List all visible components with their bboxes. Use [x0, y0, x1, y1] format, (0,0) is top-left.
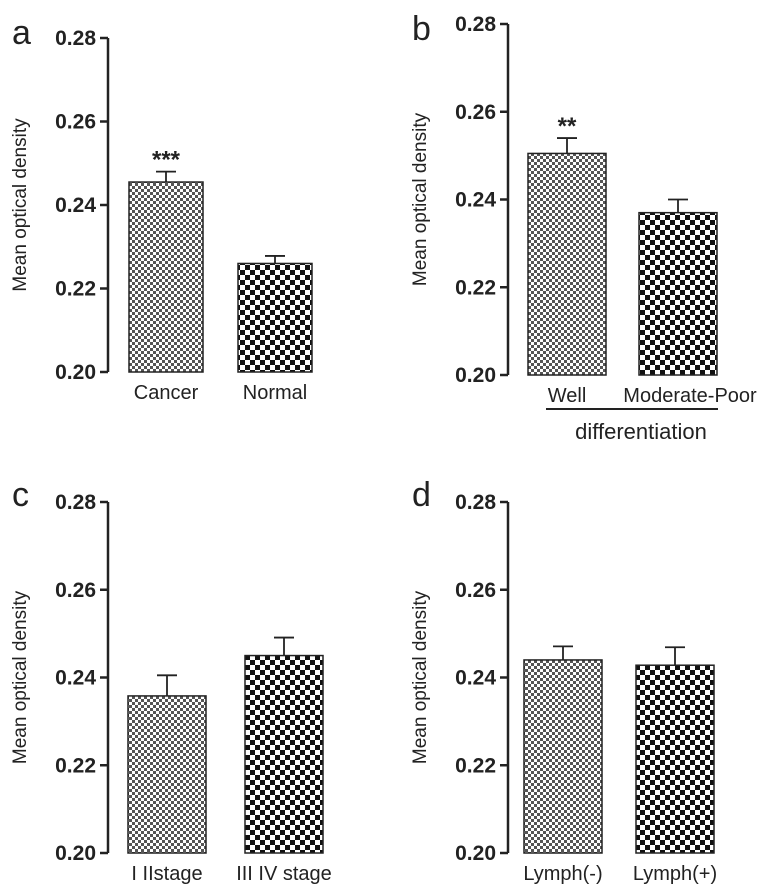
y-tick-label: 0.24: [55, 194, 96, 217]
significance-marker: **: [558, 113, 577, 140]
y-tick-label: 0.28: [455, 13, 496, 36]
bar-normal: [237, 262, 313, 373]
panel-a: a 0.20 0.22 0.24 0.26 0.28 Mean optical densit…: [10, 14, 313, 404]
y-axis-label: Mean optical density: [10, 590, 31, 764]
y-tick-label: 0.20: [55, 361, 96, 384]
x-category-label: I IIstage: [131, 863, 202, 885]
y-tick-label: 0.22: [55, 754, 96, 777]
x-category-label: Well: [548, 385, 587, 407]
y-tick-label: 0.20: [455, 364, 496, 387]
x-category-label: Normal: [243, 382, 307, 404]
bar-iii-iv-stage: [244, 654, 324, 854]
y-tick-label: 0.28: [55, 491, 96, 514]
y-tick-label: 0.22: [55, 278, 96, 301]
bar-i-iistage: [127, 695, 207, 854]
bar-cancer: [128, 181, 204, 373]
x-category-label: Lymph(-): [523, 863, 602, 885]
y-tick-label: 0.26: [455, 101, 496, 124]
y-tick-label: 0.26: [55, 579, 96, 602]
group-label: differentiation: [575, 419, 707, 444]
y-tick-label: 0.26: [55, 111, 96, 134]
y-tick-label: 0.24: [455, 189, 496, 212]
y-tick-label: 0.20: [455, 842, 496, 865]
y-tick-label: 0.24: [455, 667, 496, 690]
x-category-label: Moderate-Poor: [623, 385, 757, 407]
panel-c: c 0.20 0.22 0.24 0.26 0.28 Mean optical densit…: [10, 476, 332, 885]
panel-d: d 0.20 0.22 0.24 0.26 0.28 Mean optical densit…: [410, 476, 717, 885]
panel-b: b 0.20 0.22 0.24 0.26 0.28 Mean optical densit…: [410, 10, 757, 444]
y-tick-label: 0.24: [55, 667, 96, 690]
x-category-label: Cancer: [134, 382, 199, 404]
bar-lymph-: [635, 664, 715, 854]
y-tick-label: 0.22: [455, 276, 496, 299]
y-tick-label: 0.26: [455, 579, 496, 602]
bar-moderate-poor: [638, 211, 718, 376]
y-axis-label: Mean optical density: [410, 590, 431, 764]
y-tick-label: 0.22: [455, 754, 496, 777]
x-category-label: III IV stage: [236, 863, 332, 885]
y-axis-label: Mean optical density: [410, 112, 431, 286]
y-tick-label: 0.20: [55, 842, 96, 865]
panel-letter: d: [412, 476, 431, 514]
y-tick-label: 0.28: [455, 491, 496, 514]
significance-marker: ***: [152, 147, 181, 174]
y-tick-label: 0.28: [55, 27, 96, 50]
x-category-label: Lymph(+): [633, 863, 717, 885]
bar-well: [527, 152, 607, 376]
panel-letter: c: [12, 476, 29, 514]
panel-letter: b: [412, 10, 431, 48]
bar-lymph-: [523, 659, 603, 854]
y-axis-label: Mean optical density: [10, 118, 31, 292]
panel-letter: a: [12, 14, 31, 52]
